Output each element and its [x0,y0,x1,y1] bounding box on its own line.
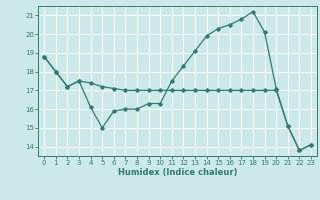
X-axis label: Humidex (Indice chaleur): Humidex (Indice chaleur) [118,168,237,177]
